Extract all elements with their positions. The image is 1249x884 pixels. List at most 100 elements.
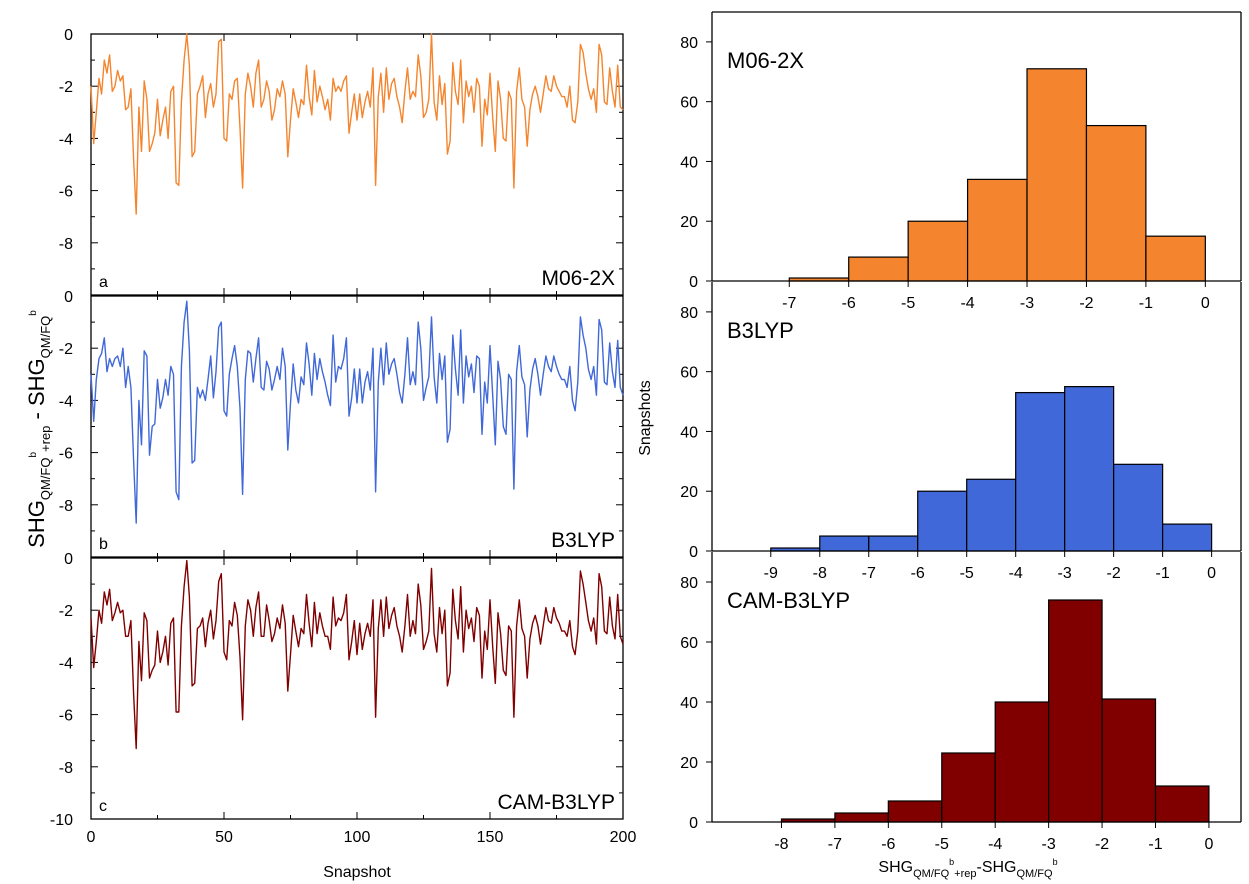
histogram-bar bbox=[1162, 523, 1213, 552]
y-tick-label: 0 bbox=[64, 551, 73, 568]
xlabel-sup-3: b bbox=[1053, 857, 1058, 867]
y-tick-label: 40 bbox=[680, 695, 698, 712]
x-tick-label: -1 bbox=[1148, 836, 1162, 853]
histogram-bar bbox=[1101, 698, 1157, 823]
x-tick-label: -4 bbox=[988, 836, 1002, 853]
x-tick-label: -1 bbox=[1156, 565, 1170, 582]
x-tick-label: -2 bbox=[1107, 565, 1121, 582]
right-x-axis-label: SHGQM/FQb+rep-SHGQM/FQb bbox=[878, 857, 1057, 880]
x-tick-label: 0 bbox=[1201, 295, 1210, 312]
histogram-bar bbox=[917, 490, 968, 552]
histogram-bar bbox=[1015, 391, 1066, 552]
line-panel-b3lyp: 0 -2 -4 -6 -8 b B3LYP bbox=[59, 289, 624, 558]
panel-letter: a bbox=[99, 274, 108, 291]
x-tick-label: -7 bbox=[862, 565, 876, 582]
histogram-bar bbox=[907, 220, 969, 282]
xlabel-sub-2: +rep bbox=[954, 868, 976, 880]
histogram-bar bbox=[941, 752, 996, 823]
x-tick-label: 0 bbox=[1207, 565, 1216, 582]
histogram-b3lyp: 0 20 40 60 80 -9 -8 -7 -6 -5 -4 -3 -2 -1 0 B3LYP bbox=[680, 282, 1242, 582]
ylabel-sup-3: b bbox=[28, 310, 39, 316]
histogram-bar bbox=[819, 535, 870, 552]
ylabel-sub-2: +rep bbox=[38, 426, 53, 452]
histogram-series-label: B3LYP bbox=[727, 318, 794, 343]
left-y-axis-label: SHGQM/FQb+rep - SHGQM/FQb bbox=[24, 310, 53, 548]
histogram-bar bbox=[966, 178, 1028, 282]
plot-frame bbox=[90, 295, 624, 558]
panel-series-label: M06-2X bbox=[541, 267, 615, 290]
x-tick-label: -8 bbox=[813, 565, 827, 582]
panel-series-label: CAM-B3LYP bbox=[498, 791, 615, 814]
panel-series-label: B3LYP bbox=[551, 529, 615, 552]
histogram-bar bbox=[1026, 68, 1088, 282]
y-tick-label: 60 bbox=[680, 365, 698, 382]
histogram-bar bbox=[1113, 463, 1164, 552]
panel-letter: b bbox=[99, 536, 108, 553]
x-tick-label: -9 bbox=[764, 565, 778, 582]
y-tick-label: -6 bbox=[59, 708, 73, 725]
histogram-m06-2x: 0 20 40 60 80 -7 -6 -5 -4 -3 -2 -1 0 M06-2X bbox=[680, 11, 1242, 312]
y-tick-label: -10 bbox=[50, 812, 73, 829]
x-tick-label: -7 bbox=[828, 836, 842, 853]
x-tick-label: -3 bbox=[1042, 836, 1056, 853]
histogram-bar bbox=[1048, 599, 1103, 823]
y-tick-label: -4 bbox=[59, 131, 73, 148]
series-line bbox=[90, 559, 624, 750]
x-tick-label: -2 bbox=[1095, 836, 1109, 853]
y-tick-label: -6 bbox=[59, 446, 73, 463]
left-x-axis-label: Snapshot bbox=[323, 864, 391, 881]
histogram-bar bbox=[1154, 785, 1210, 823]
y-tick-label: -2 bbox=[59, 79, 73, 96]
y-tick-label: 80 bbox=[680, 575, 698, 592]
y-tick-label: 0 bbox=[689, 274, 698, 291]
x-tick-label: 0 bbox=[1204, 836, 1213, 853]
xlabel-base: SHG bbox=[878, 859, 913, 876]
x-tick-label: 100 bbox=[344, 829, 371, 846]
y-tick-label: -8 bbox=[59, 498, 73, 515]
x-tick-label: 150 bbox=[477, 829, 504, 846]
y-tick-label: -8 bbox=[59, 760, 73, 777]
x-tick-label: -7 bbox=[782, 295, 796, 312]
ylabel-sup-1: b bbox=[28, 452, 39, 458]
y-tick-label: 0 bbox=[689, 544, 698, 561]
ylabel-sub-3: QM/FQ bbox=[38, 316, 53, 359]
histogram-bar bbox=[1064, 386, 1115, 552]
plot-frame bbox=[90, 33, 624, 296]
xlabel-mid: -SHG bbox=[977, 859, 1017, 876]
ylabel-base: SHG bbox=[24, 500, 49, 548]
plot-frame bbox=[90, 557, 624, 820]
x-tick-label: -6 bbox=[911, 565, 925, 582]
y-tick-label: -8 bbox=[59, 236, 73, 253]
x-tick-label: -4 bbox=[1009, 565, 1023, 582]
x-tick-label: -1 bbox=[1139, 295, 1153, 312]
y-tick-label: 0 bbox=[64, 289, 73, 306]
y-tick-label: -4 bbox=[59, 393, 73, 410]
histogram-bar bbox=[1145, 235, 1206, 282]
histogram-bar bbox=[834, 812, 889, 823]
histogram-bar bbox=[966, 478, 1017, 552]
x-tick-label: -8 bbox=[774, 836, 788, 853]
line-panel-m06-2x: 0 -2 -4 -6 -8 a M06-2X bbox=[59, 27, 624, 296]
line-panel-cam-b3lyp: 0 -2 -4 -6 -8 -10 0 50 100 150 200 c CAM-B3LYP bbox=[50, 551, 637, 846]
x-tick-label: -6 bbox=[842, 295, 856, 312]
y-tick-label: 40 bbox=[680, 424, 698, 441]
right-y-axis-label: Snapshots bbox=[637, 380, 654, 456]
series-line bbox=[90, 33, 624, 215]
xlabel-sup-1: b bbox=[949, 857, 954, 867]
y-tick-label: 60 bbox=[680, 95, 698, 112]
y-tick-label: 40 bbox=[680, 154, 698, 171]
xlabel-sub-1: QM/FQ bbox=[913, 868, 949, 880]
y-tick-label: -6 bbox=[59, 184, 73, 201]
x-tick-label: -5 bbox=[901, 295, 915, 312]
y-tick-label: 0 bbox=[689, 815, 698, 832]
histogram-bar bbox=[994, 701, 1050, 823]
xlabel-sub-3: QM/FQ bbox=[1017, 868, 1053, 880]
x-tick-label: -3 bbox=[1020, 295, 1034, 312]
panel-letter: c bbox=[99, 798, 107, 815]
x-tick-label: -4 bbox=[960, 295, 974, 312]
ylabel-sub-1: QM/FQ bbox=[38, 458, 53, 501]
histogram-series-label: M06-2X bbox=[727, 48, 804, 73]
y-tick-label: 20 bbox=[680, 484, 698, 501]
histogram-bar bbox=[868, 535, 919, 552]
x-tick-label: -5 bbox=[960, 565, 974, 582]
